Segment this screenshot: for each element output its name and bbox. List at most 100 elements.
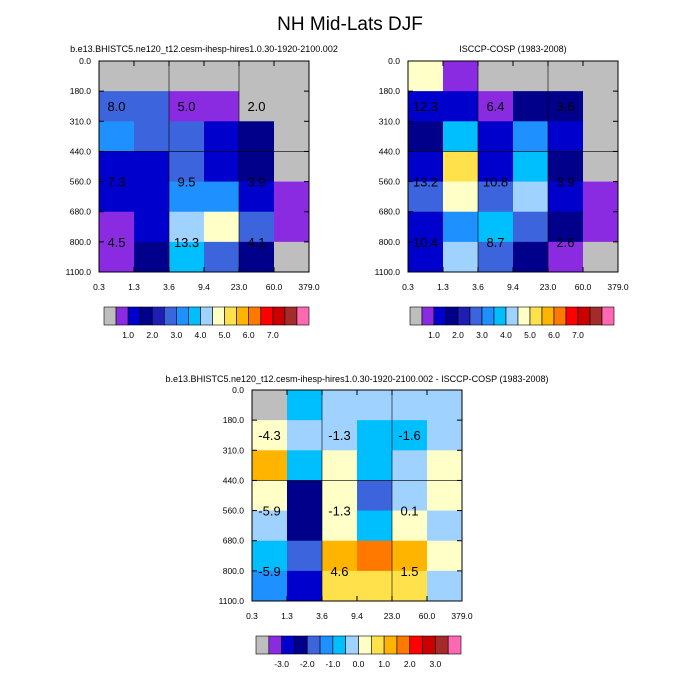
colorbar-swatch [272, 306, 286, 326]
heatmap-cell [252, 540, 288, 572]
heatmap-cell [583, 151, 619, 183]
panel-diff: b.e13.BHISTC5.ne120_t12.cesm-ihesp-hires… [165, 374, 548, 669]
x-tick-label: 1.3 [281, 611, 293, 621]
y-tick-label: 1100.0 [219, 596, 245, 606]
heatmap-cell [513, 211, 549, 243]
heatmap-cell [204, 181, 240, 213]
y-tick-label: 680.0 [379, 207, 401, 217]
heatmap-cell [392, 540, 428, 572]
heatmap-cell [204, 241, 240, 273]
heatmap-cell [239, 211, 275, 243]
colorbar-label: 7.0 [267, 330, 279, 340]
colorbar-swatch [248, 306, 262, 326]
heatmap-cell [287, 450, 323, 481]
data-label: 0.1 [400, 504, 418, 519]
colorbar-swatch [151, 306, 165, 326]
colorbar-label: 1.0 [428, 330, 440, 340]
heatmap-cell [239, 151, 275, 183]
x-tick-label: 379.0 [607, 282, 629, 292]
colorbar-swatch [294, 635, 308, 655]
heatmap-cell [252, 480, 288, 512]
colorbar-swatch [296, 306, 310, 326]
y-tick-label: 180.0 [223, 415, 245, 425]
colorbar-swatch [469, 306, 483, 326]
y-tick-label: 440.0 [379, 146, 401, 156]
x-tick-label: 3.6 [472, 282, 484, 292]
figure-title: NH Mid-Lats DJF [277, 14, 423, 35]
x-tick-label: 1.3 [437, 282, 449, 292]
colorbar-swatch [445, 306, 459, 326]
data-label: 4.6 [330, 564, 348, 579]
heatmap-cell [239, 181, 275, 213]
heatmap-cell [583, 181, 619, 213]
x-tick-label: 23.0 [231, 282, 248, 292]
colorbar-label: 3.0 [476, 330, 488, 340]
heatmap-cell [322, 540, 358, 572]
colorbar-swatch [255, 635, 270, 655]
colorbar-swatch [115, 306, 129, 326]
heatmap-cell [408, 61, 444, 92]
heatmap-cell [99, 181, 135, 213]
heatmap-cell [134, 241, 170, 273]
heatmap-cell [357, 420, 393, 451]
data-label: -1.3 [328, 428, 350, 443]
colorbar-swatch [577, 306, 591, 326]
heatmap-cell [478, 151, 514, 183]
x-tick-label: 60.0 [266, 282, 283, 292]
heatmap-cell [513, 241, 549, 273]
heatmap-cell [322, 420, 358, 451]
x-tick-label: 23.0 [384, 611, 401, 621]
heatmap-cell [274, 91, 310, 122]
panel-model: b.e13.BHISTC5.ne120_t12.cesm-ihesp-hires… [66, 44, 338, 340]
heatmap-cell [357, 450, 393, 481]
heatmap-cell [443, 181, 479, 213]
heatmap-cell [478, 91, 514, 122]
colorbar-swatch [358, 635, 372, 655]
heatmap-cell [169, 211, 205, 243]
heatmap-cell [239, 61, 275, 92]
colorbar-swatch [332, 635, 346, 655]
heatmap-cell [357, 570, 393, 602]
heatmap-cell [274, 61, 310, 92]
colorbar-label: -1.0 [326, 659, 341, 669]
data-label: 9.5 [177, 175, 195, 190]
data-label: 10.8 [483, 175, 508, 190]
heatmap-cell [408, 241, 444, 273]
colorbar-swatch [212, 306, 225, 326]
colorbar-label: 5.0 [524, 330, 536, 340]
colorbar-swatch [383, 635, 398, 655]
colorbar-swatch [284, 306, 298, 326]
colorbar-label: 7.0 [572, 330, 584, 340]
colorbar-swatch [517, 306, 531, 326]
heatmap-cell [134, 151, 170, 183]
colorbar-label: 1.0 [378, 659, 390, 669]
heatmap-cell [478, 61, 514, 92]
heatmap-cell [357, 390, 393, 421]
y-tick-label: 0.0 [232, 385, 244, 395]
heatmap-cell [408, 91, 444, 122]
heatmap-cell [583, 61, 619, 92]
colorbar-label: -2.0 [300, 659, 315, 669]
heatmap-cell [169, 61, 205, 92]
x-tick-label: 9.4 [507, 282, 519, 292]
colorbar-swatch [601, 306, 615, 326]
heatmap-cell [287, 510, 323, 542]
heatmap-cell [274, 121, 310, 152]
x-tick-label: 3.6 [163, 282, 175, 292]
x-tick-label: 379.0 [298, 282, 320, 292]
heatmap-cell [239, 121, 275, 152]
heatmap-cell [274, 181, 310, 213]
heatmap-cell [427, 450, 463, 481]
heatmap-cell [274, 241, 310, 273]
y-tick-label: 680.0 [70, 207, 92, 217]
heatmap-cell [478, 181, 514, 213]
panel-title: b.e13.BHISTC5.ne120_t12.cesm-ihesp-hires… [70, 44, 338, 54]
colorbar-swatch [447, 635, 462, 655]
heatmap-cell [408, 181, 444, 213]
colorbar-swatch [139, 306, 153, 326]
colorbar-swatch [421, 306, 435, 326]
y-tick-label: 440.0 [70, 146, 92, 156]
y-tick-label: 0.0 [388, 56, 400, 66]
colorbar-swatch [281, 635, 295, 655]
colorbar-swatch [176, 306, 189, 326]
